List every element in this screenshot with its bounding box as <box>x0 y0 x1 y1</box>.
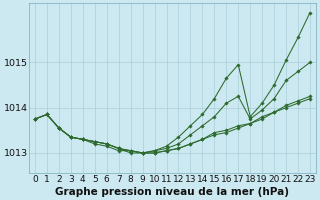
X-axis label: Graphe pression niveau de la mer (hPa): Graphe pression niveau de la mer (hPa) <box>55 187 290 197</box>
